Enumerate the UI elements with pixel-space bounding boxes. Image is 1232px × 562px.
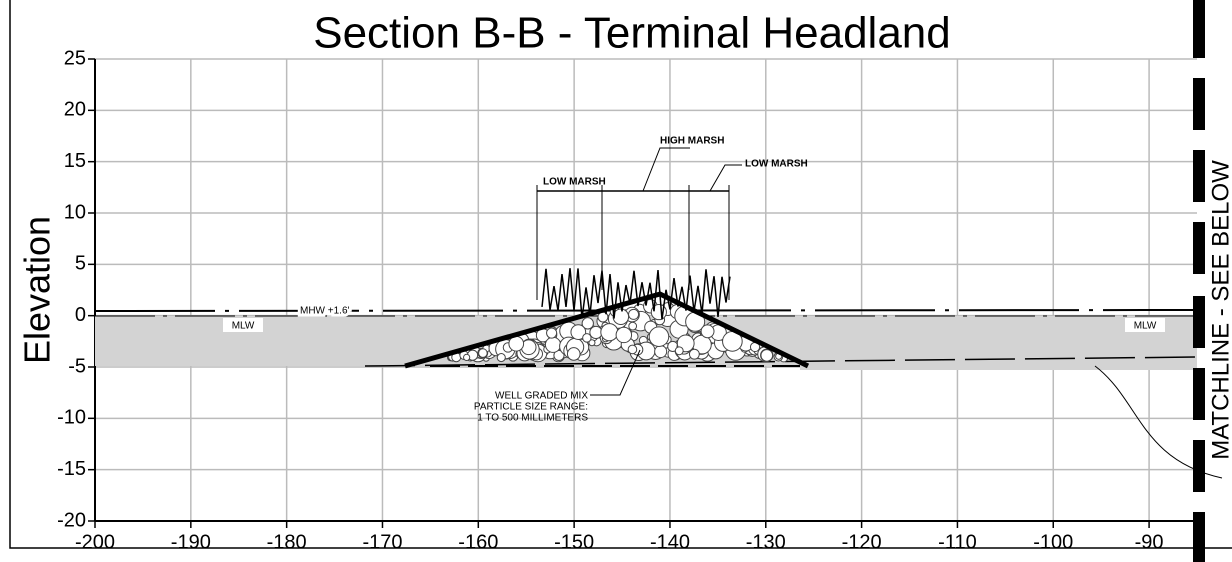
stone [570,324,587,340]
y-tick-label: 5 [75,253,86,275]
mlw-box [1125,318,1165,332]
bed-line [364,356,1198,367]
y-tick-label: -20 [57,509,86,531]
marsh-grass [541,268,731,320]
stone [648,326,670,347]
annotation: MLW [232,321,255,332]
stone [615,326,633,344]
x-tick-label: -200 [75,531,115,553]
y-tick-label: -5 [68,355,86,377]
x-tick-label: -100 [1033,531,1073,553]
annotation: MHW +1.6' [300,306,350,317]
annotation: PARTICLE SIZE RANGE: [474,402,588,413]
y-tick-label: -10 [57,407,86,429]
stone [478,348,488,358]
y-tick-label: 0 [75,304,86,326]
matchline-bars [1193,0,1205,562]
x-tick-label: -120 [842,531,882,553]
x-tick-label: -90 [1135,531,1164,553]
stone [628,321,638,331]
annotation: MLW [1134,321,1157,332]
annotation: 1 TO 500 MILLIMETERS [477,413,588,424]
x-tick-label: -130 [746,531,786,553]
frame [9,0,1232,549]
stone [546,327,558,339]
x-tick-label: -140 [650,531,690,553]
x-tick-label: -150 [554,531,594,553]
rubble [447,298,789,363]
stone [496,353,506,363]
stone [674,346,684,356]
annotation: WELL GRADED MIX [495,391,588,402]
stone [600,323,619,342]
x-tick-label: -190 [171,531,211,553]
stone [688,348,700,360]
mlw-box [223,318,263,332]
y-tick-label: 15 [64,150,86,172]
annotation: LOW MARSH [543,177,606,188]
x-tick-label: -180 [267,531,307,553]
y-tick-label: 25 [64,47,86,69]
stone [627,344,638,355]
dimension-lines [536,147,1223,479]
annotation: HIGH MARSH [660,136,724,147]
y-axis-label: Elevation [17,216,58,364]
x-tick-label: -170 [362,531,402,553]
water-right [800,351,1197,370]
matchline-label: MATCHLINE - SEE BELOW [1207,160,1232,460]
stone [553,349,565,362]
y-tick-label: 10 [64,201,86,223]
stone [628,308,640,320]
y-tick-label: -15 [57,458,86,480]
title: Section B-B - Terminal Headland [313,9,951,58]
stone [589,325,603,340]
stone [700,324,715,339]
x-tick-label: -160 [458,531,498,553]
stone [566,347,581,361]
stone [582,333,592,343]
grid [88,58,1197,528]
stone [760,349,774,362]
stone [588,339,596,347]
y-tick-label: 20 [64,99,86,121]
annotation: LOW MARSH [745,159,808,170]
stone [581,317,594,330]
stone [544,336,562,353]
stone [654,345,668,359]
stone [463,353,471,362]
x-tick-label: -110 [938,531,977,553]
